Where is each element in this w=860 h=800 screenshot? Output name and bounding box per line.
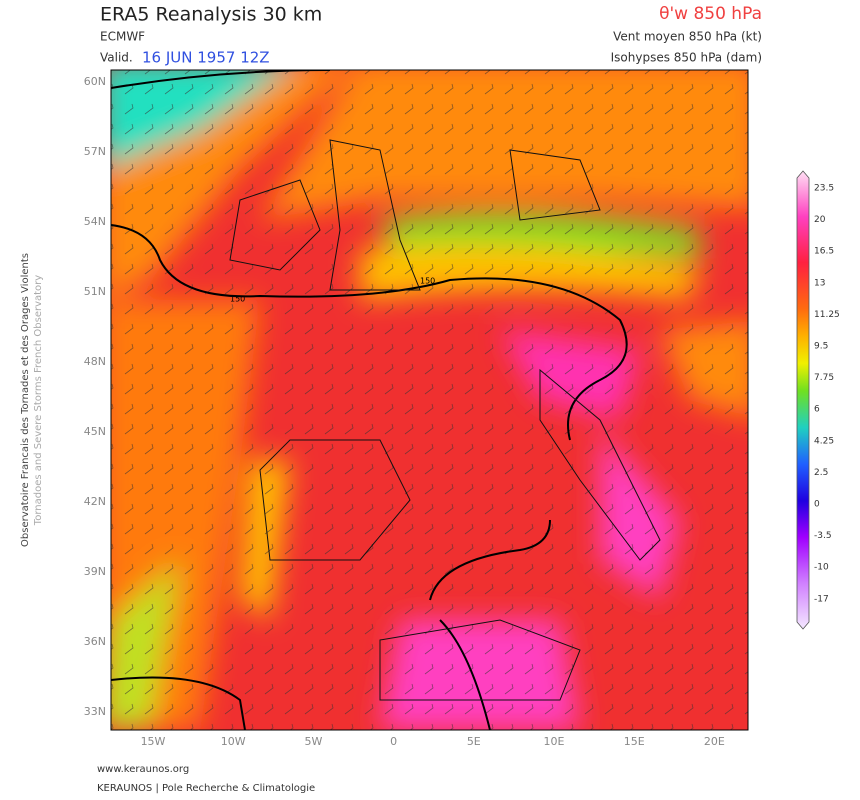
lon-label: 15W [141, 735, 166, 748]
colorbar-label: 2.5 [814, 468, 828, 478]
side-en: Tornadoes and Severe Storms French Obser… [33, 275, 44, 526]
colorbar-label: 9.5 [814, 342, 828, 352]
side-fr: Observatoire Francais des Tornades et de… [20, 253, 31, 547]
valid-prefix: Valid. [100, 51, 133, 65]
lat-label: 36N [84, 635, 106, 648]
lon-label: 15E [624, 735, 645, 748]
parameter: θ'w 850 hPa [659, 4, 762, 24]
colorbar-label: -3.5 [814, 531, 832, 541]
lon-label: 0 [390, 735, 397, 748]
lat-label: 33N [84, 705, 106, 718]
source: ECMWF [100, 30, 145, 44]
contour-label: 150 [230, 295, 245, 304]
colorbar-label: 6 [814, 405, 820, 415]
colorbar-label: -10 [814, 563, 829, 573]
lat-label: 51N [84, 285, 106, 298]
lat-label: 48N [84, 355, 106, 368]
lat-label: 45N [84, 425, 106, 438]
lon-label: 20E [704, 735, 725, 748]
isohypses-label: Isohypses 850 hPa (dam) [611, 51, 762, 65]
colorbar-label: 7.75 [814, 373, 834, 383]
lat-label: 39N [84, 565, 106, 578]
map-frame [110, 69, 749, 731]
lon-label: 10E [544, 735, 565, 748]
lat-label: 54N [84, 215, 106, 228]
lat-label: 57N [84, 145, 106, 158]
title: ERA5 Reanalysis 30 km [100, 4, 322, 26]
lat-label: 60N [84, 75, 106, 88]
colorbar-label: 4.25 [814, 436, 834, 446]
colorbar-label: 23.5 [814, 184, 834, 194]
lon-label: 5E [467, 735, 481, 748]
valid-date: 16 JUN 1957 12Z [142, 49, 270, 67]
lat-label: 42N [84, 495, 106, 508]
colorbar-label: 0 [814, 500, 820, 510]
lon-label: 5W [304, 735, 322, 748]
colorbar-label: 11.25 [814, 310, 840, 320]
colorbar-label: -17 [814, 594, 829, 604]
colorbar-label: 13 [814, 278, 825, 288]
footer-org: KERAUNOS | Pole Recherche & Climatologie [97, 783, 315, 794]
colorbar [796, 170, 810, 630]
lon-label: 10W [221, 735, 246, 748]
wind-label: Vent moyen 850 hPa (kt) [613, 30, 762, 44]
contour-label: 150 [420, 277, 435, 286]
map-field [111, 70, 748, 730]
colorbar-label: 20 [814, 215, 826, 225]
colorbar-label: 16.5 [814, 247, 834, 257]
footer-url: www.keraunos.org [97, 764, 189, 775]
